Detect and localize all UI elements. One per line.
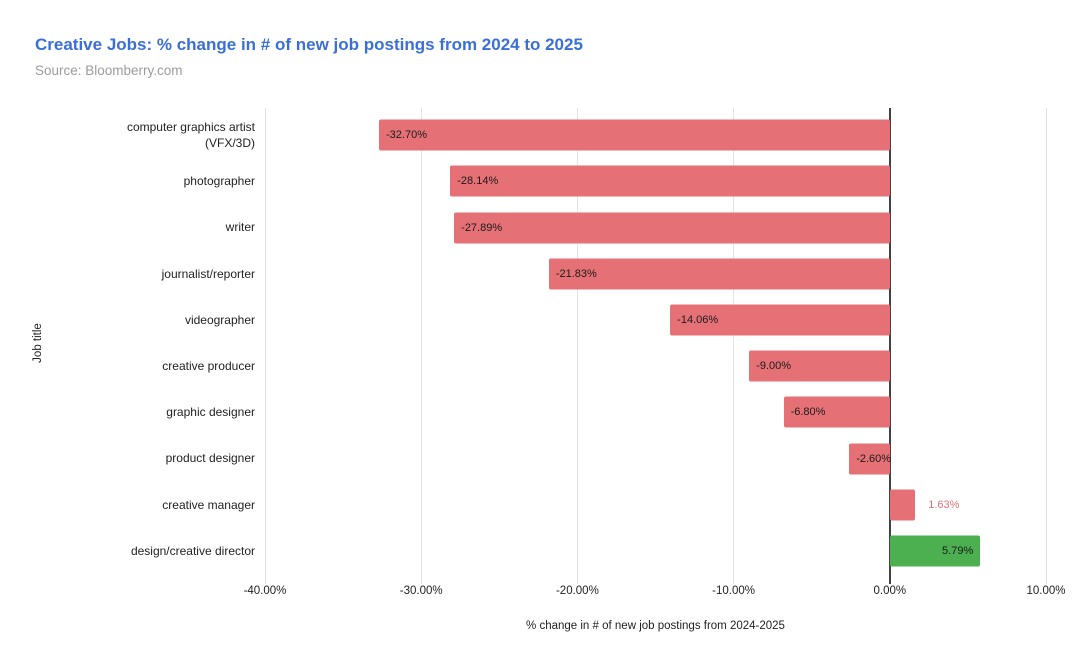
category-label: creative producer: [0, 343, 265, 389]
bar-row: -2.60%: [265, 435, 1046, 481]
bar-row: -6.80%: [265, 389, 1046, 435]
bar: [548, 258, 890, 290]
x-axis-ticks: -40.00% -30.00% -20.00% -10.00% 0.00% 10.00%: [244, 585, 1066, 601]
x-tick-label: -40.00%: [243, 585, 287, 597]
x-axis-title: % change in # of new job postings from 2…: [526, 620, 785, 632]
bar-value-label: -9.00%: [756, 360, 792, 373]
bar-row: -27.89%: [265, 204, 1046, 250]
bar-value-label: -14.06%: [677, 313, 719, 326]
bar: [889, 535, 981, 567]
bar-row: -28.14%: [265, 158, 1046, 204]
plot-area: -32.70% -28.14% -27.89% -21.83% -14.06% -9.00…: [264, 108, 1047, 584]
gridline: [733, 108, 735, 584]
bar-row: 1.63%: [265, 482, 1046, 528]
bar-row: -32.70%: [265, 112, 1046, 158]
category-label-text: photographer: [183, 174, 255, 189]
category-label-text: product designer: [165, 451, 255, 466]
chart-title: Creative Jobs: % change in # of new job …: [35, 35, 583, 54]
bar-value-label: 5.79%: [942, 544, 974, 557]
category-label: videographer: [0, 297, 265, 343]
category-label-text: journalist/reporter: [161, 266, 255, 281]
x-tick-label: -10.00%: [712, 585, 756, 597]
category-label-text: design/creative director: [130, 543, 255, 558]
category-label-text: computer graphics artist (VFX/3D): [126, 119, 255, 151]
category-label: design/creative director: [0, 528, 265, 574]
bar-row: -9.00%: [265, 343, 1046, 389]
gridline: [420, 108, 422, 584]
bar: [749, 350, 890, 382]
gridline: [264, 108, 266, 584]
category-label-text: videographer: [184, 312, 255, 327]
bar-value-label: 1.63%: [928, 498, 960, 511]
bar-row: -21.83%: [265, 251, 1046, 297]
category-label: computer graphics artist (VFX/3D): [0, 112, 265, 158]
zero-baseline: [888, 108, 891, 584]
bar: [889, 489, 916, 521]
category-label: creative manager: [0, 482, 265, 528]
category-label-text: writer: [225, 220, 255, 235]
bar-value-label: -28.14%: [457, 175, 499, 188]
bar: [379, 119, 890, 151]
y-axis-labels: computer graphics artist (VFX/3D) photogr…: [0, 112, 265, 574]
bar-value-label: -6.80%: [790, 406, 826, 419]
bar: [783, 396, 890, 428]
bar-value-label: -27.89%: [461, 221, 503, 234]
category-label: graphic designer: [0, 389, 265, 435]
chart-subtitle: Source: Bloomberry.com: [35, 63, 183, 78]
gridline: [1045, 108, 1047, 584]
bar-row: 5.79%: [265, 528, 1046, 574]
bar-row: -14.06%: [265, 297, 1046, 343]
category-label: writer: [0, 204, 265, 250]
bar: [670, 304, 890, 336]
gridline: [576, 108, 578, 584]
x-tick-label: -30.00%: [399, 585, 443, 597]
bar-rows: -32.70% -28.14% -27.89% -21.83% -14.06% -9.00…: [265, 112, 1046, 574]
category-label-text: creative producer: [162, 359, 255, 374]
bar: [454, 212, 890, 243]
category-label: journalist/reporter: [0, 251, 265, 297]
bar: [849, 443, 890, 475]
category-label: photographer: [0, 158, 265, 204]
category-label: product designer: [0, 435, 265, 481]
category-label-text: graphic designer: [166, 405, 255, 420]
bar-value-label: -2.60%: [856, 452, 892, 465]
bar-value-label: -32.70%: [386, 129, 427, 142]
category-label-text: creative manager: [162, 497, 255, 512]
bar: [450, 165, 890, 197]
bar-value-label: -21.83%: [555, 267, 597, 280]
x-tick-label: 10.00%: [1026, 585, 1066, 597]
x-tick-label: 0.00%: [873, 585, 907, 597]
x-tick-label: -20.00%: [555, 585, 599, 597]
